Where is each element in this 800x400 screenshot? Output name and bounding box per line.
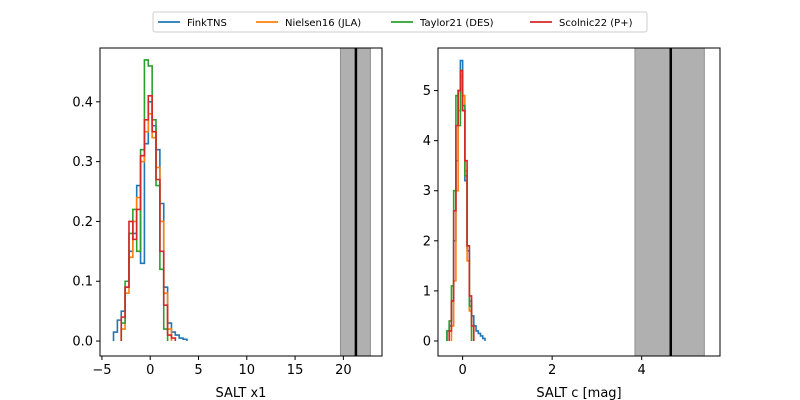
legend-label-scolnic22: Scolnic22 (P+) — [559, 18, 633, 29]
panel-salt-x1: −5 0 5 10 15 20 0.0 0.1 0.2 0.3 0.4 — [72, 47, 383, 378]
y-tick-label: 5 — [423, 84, 431, 99]
panel-salt-c: 0 2 4 0 1 2 3 4 5 — [423, 47, 721, 378]
x-axis-label-salt-c: SALT c [mag] — [536, 386, 621, 400]
x-tick-label: 0 — [146, 363, 154, 378]
x-tick-label: 10 — [239, 363, 256, 378]
x-tick-label: 4 — [638, 363, 646, 378]
legend-label-nielsen16: Nielsen16 (JLA) — [285, 18, 361, 29]
y-tick-label: 3 — [423, 184, 431, 199]
axes-frame — [99, 47, 383, 357]
x-tick-label: 5 — [194, 363, 202, 378]
axes-frame — [437, 47, 721, 357]
y-tick-label: 0.4 — [72, 95, 93, 110]
x-tick-label: 0 — [458, 363, 466, 378]
legend-entry-finktns: FinkTNS — [158, 18, 227, 29]
y-tick-label: 0 — [423, 334, 431, 349]
y-tick-label: 0.1 — [72, 275, 93, 290]
legend-label-taylor21: Taylor21 (DES) — [419, 18, 494, 29]
y-tick-label: 0.3 — [72, 155, 93, 170]
legend-entry-scolnic22: Scolnic22 (P+) — [530, 18, 633, 29]
y-tick-label: 0.0 — [72, 335, 93, 350]
y-tick-label: 1 — [423, 284, 431, 299]
x-tick-label: 2 — [548, 363, 556, 378]
y-tick-label: 4 — [423, 134, 431, 149]
legend-entry-nielsen16: Nielsen16 (JLA) — [256, 18, 361, 29]
plot-area — [446, 48, 705, 356]
x-tick-label: 20 — [335, 363, 352, 378]
x-tick-label: 15 — [287, 363, 304, 378]
y-tick-label: 2 — [423, 234, 431, 249]
y-tick-label: 0.2 — [72, 215, 93, 230]
plot-area — [112, 48, 371, 356]
x-axis-label-salt-x1: SALT x1 — [216, 386, 267, 400]
legend-entry-taylor21: Taylor21 (DES) — [391, 18, 494, 29]
histogram-scolnic22-p — [448, 69, 475, 341]
x-tick-label: −5 — [92, 363, 111, 378]
legend: FinkTNS Nielsen16 (JLA) Taylor21 (DES) S… — [152, 11, 648, 33]
histogram-scolnic22-p — [120, 95, 177, 342]
legend-label-finktns: FinkTNS — [187, 18, 227, 29]
